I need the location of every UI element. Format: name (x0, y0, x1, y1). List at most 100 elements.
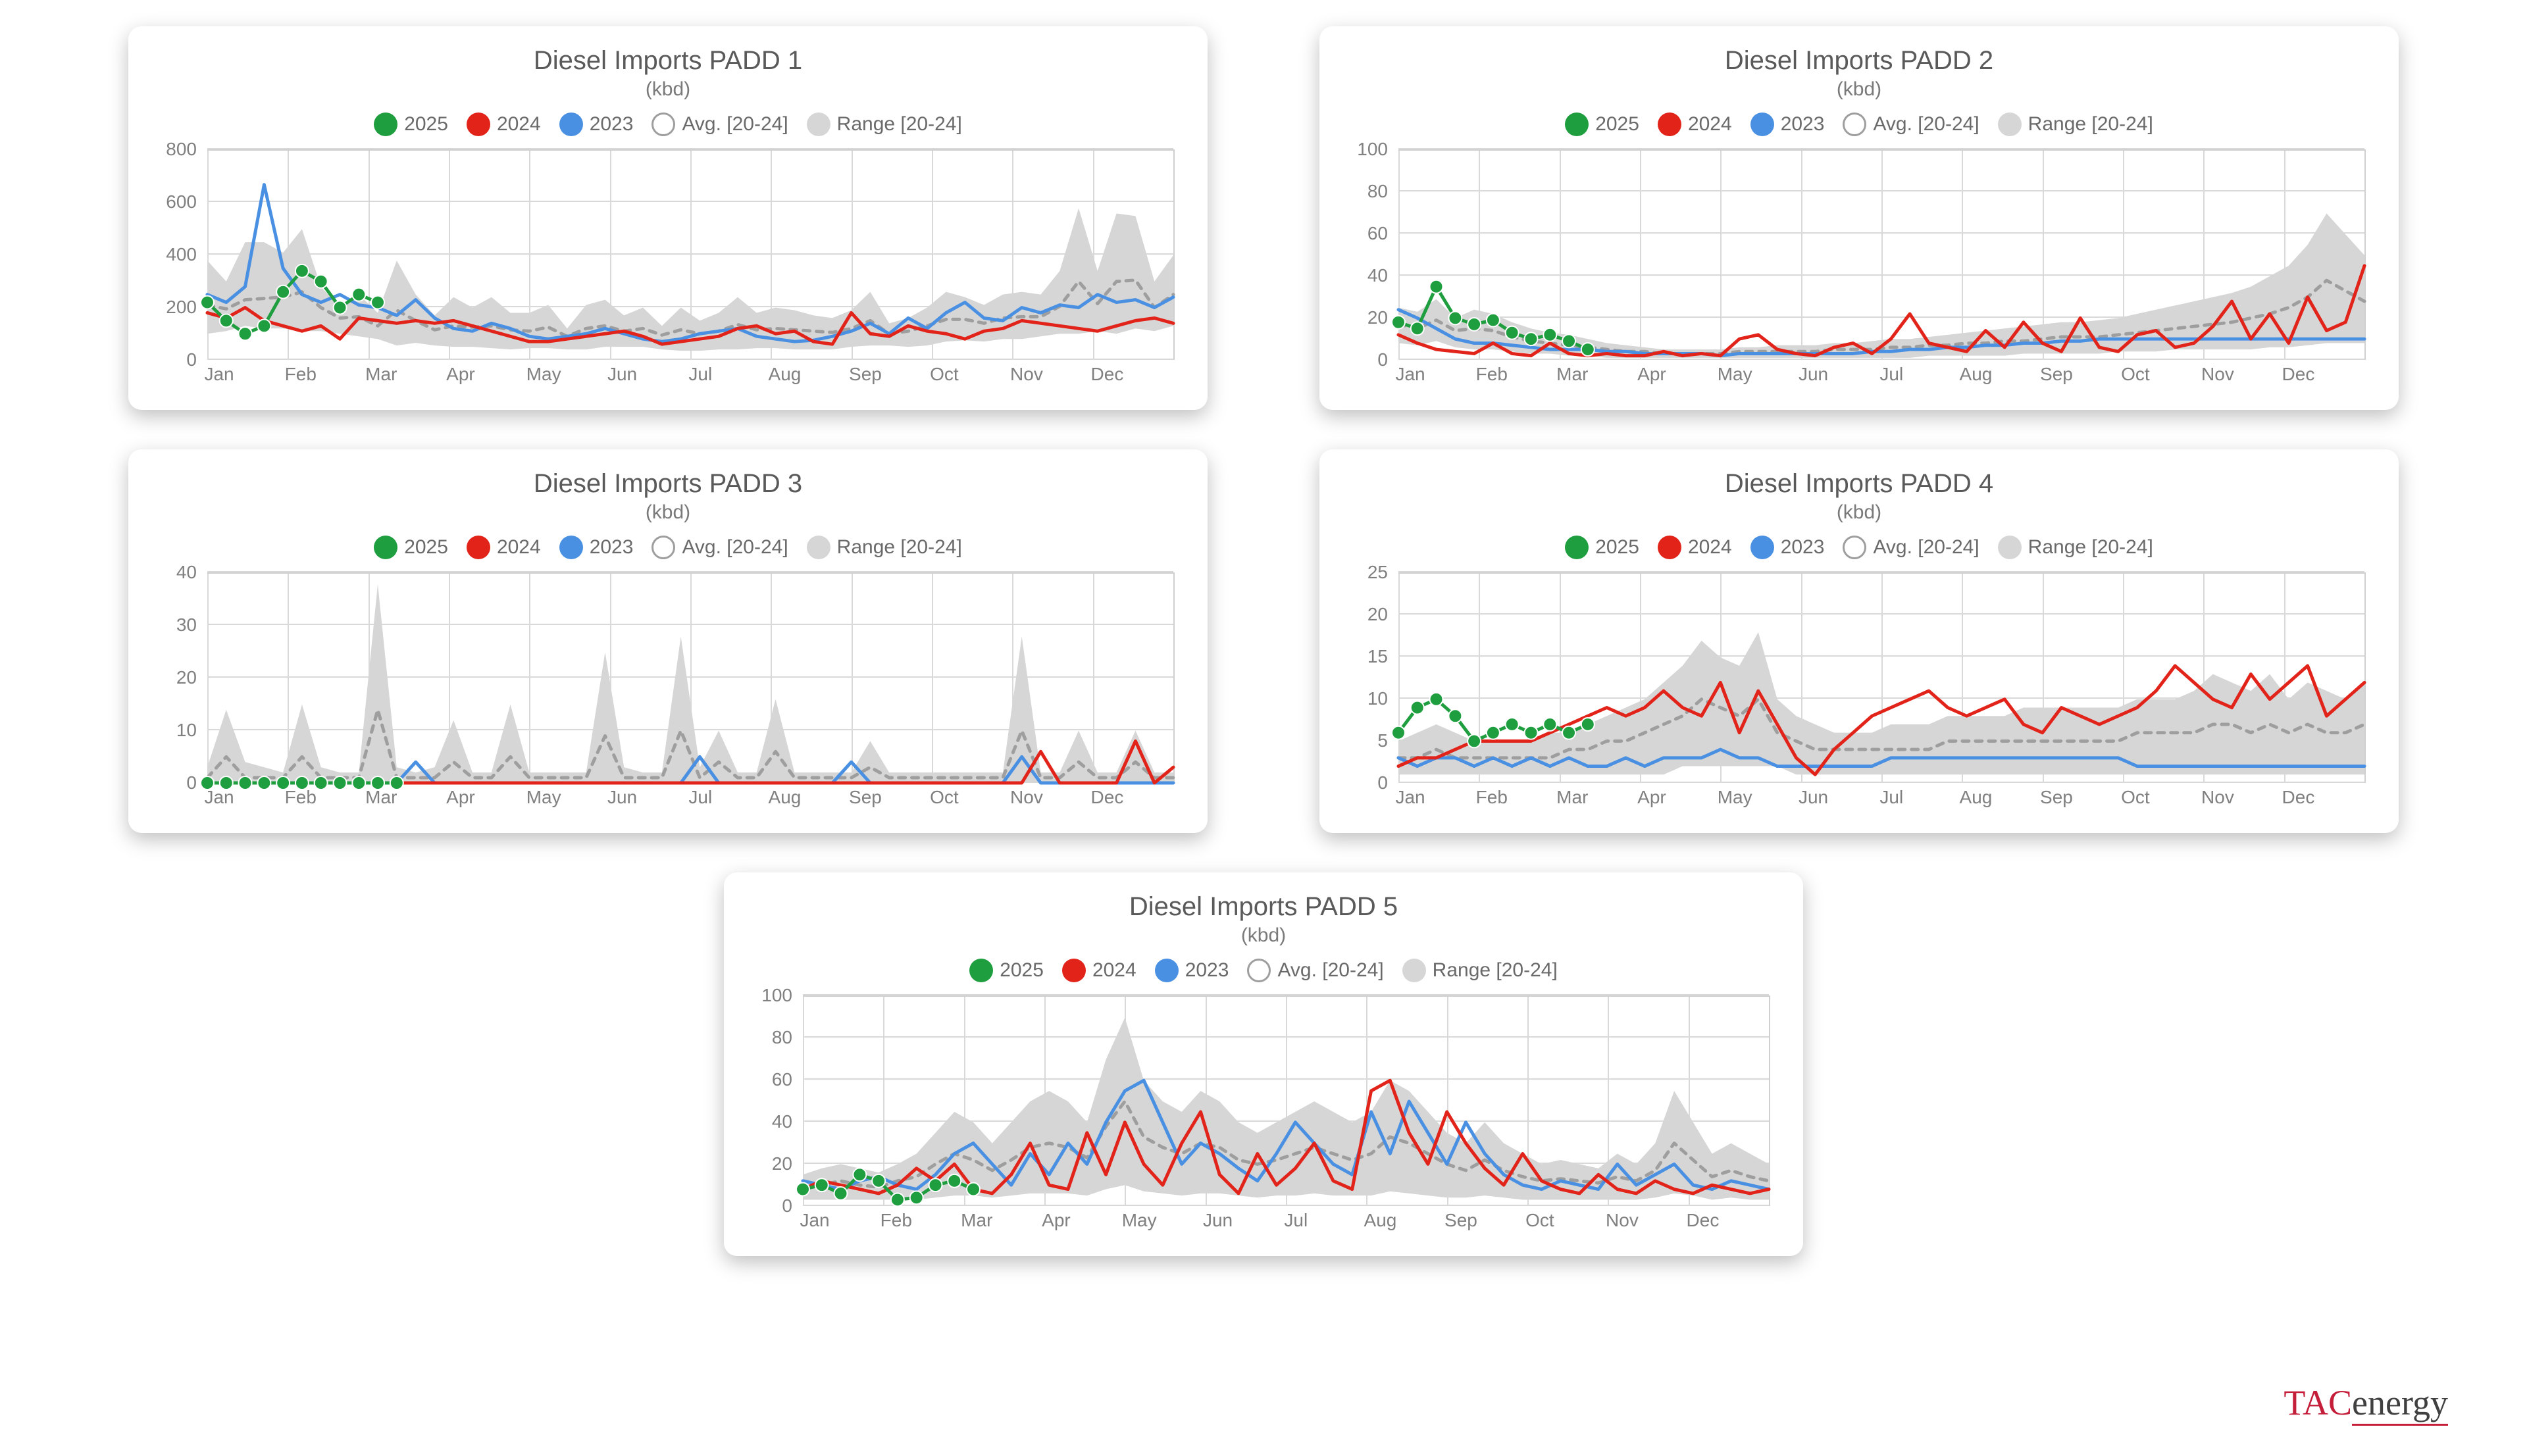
y-tick: 20 (1339, 604, 1388, 625)
legend-label: Range [20-24] (1433, 959, 1558, 982)
y-tick: 20 (744, 1153, 792, 1174)
y-tick: 0 (744, 1195, 792, 1217)
legend-label: Avg. [20-24] (1873, 536, 1979, 559)
series-marker (1487, 726, 1500, 740)
gridline-h (1398, 148, 2364, 149)
x-tick: May (1122, 1210, 1157, 1231)
x-tick: May (526, 364, 561, 385)
y-tick: 600 (148, 191, 197, 213)
x-tick: Nov (2201, 364, 2234, 385)
chart-legend: 202520242023Avg. [20-24]Range [20-24] (744, 959, 1783, 982)
x-tick: Aug (769, 364, 802, 385)
x-tick: Jul (1879, 364, 1903, 385)
x-tick: Feb (881, 1210, 912, 1231)
series-marker (929, 1178, 942, 1192)
chart-plot-area: 0200400600800 (207, 149, 1175, 360)
x-tick: Jun (1203, 1210, 1233, 1231)
legend-item-range: Range [20-24] (1402, 959, 1558, 982)
chart-card-padd1: Diesel Imports PADD 1(kbd)202520242023Av… (128, 26, 1208, 410)
chart-title: Diesel Imports PADD 5 (744, 892, 1783, 922)
legend-item-avg: Avg. [20-24] (1843, 113, 1979, 136)
y-tick: 800 (148, 139, 197, 160)
x-tick: Feb (285, 364, 317, 385)
x-axis: JanFebMarAprMayJunJulAugSepOctNovDec (1398, 787, 2366, 813)
y-axis: 010203040 (148, 574, 203, 783)
y-tick: 100 (744, 985, 792, 1006)
legend-item-y2025: 2025 (969, 959, 1044, 982)
legend-item-range: Range [20-24] (1998, 536, 2153, 559)
y-axis: 020406080100 (744, 997, 799, 1206)
chart-subtitle: (kbd) (148, 78, 1188, 101)
x-tick: Jan (800, 1210, 829, 1231)
y-axis: 0200400600800 (148, 151, 203, 360)
x-axis: JanFebMarAprMayJunJulAugSepOctNovDec (1398, 364, 2366, 390)
legend-dot-avg (1247, 959, 1271, 982)
legend-item-range: Range [20-24] (807, 536, 962, 559)
series-marker (1506, 326, 1519, 339)
series-svg (1398, 151, 2364, 360)
x-tick: Nov (1606, 1210, 1639, 1231)
chart-card-padd3: Diesel Imports PADD 3(kbd)202520242023Av… (128, 449, 1208, 833)
series-marker (834, 1187, 848, 1200)
chart-title: Diesel Imports PADD 2 (1339, 46, 2379, 76)
series-marker (1581, 718, 1595, 731)
series-marker (257, 319, 270, 332)
legend-dot-range (1402, 959, 1426, 982)
legend-item-y2023: 2023 (559, 113, 634, 136)
chart-legend: 202520242023Avg. [20-24]Range [20-24] (1339, 536, 2379, 559)
x-tick: Apr (1637, 787, 1666, 808)
x-tick: Jan (204, 787, 234, 808)
chart-legend: 202520242023Avg. [20-24]Range [20-24] (148, 113, 1188, 136)
y-tick: 0 (1339, 349, 1388, 370)
x-tick: Apr (446, 787, 475, 808)
y-tick: 80 (744, 1027, 792, 1048)
legend-dot-y2023 (559, 113, 583, 136)
x-tick: Dec (1091, 364, 1124, 385)
legend-item-y2025: 2025 (374, 113, 448, 136)
chart-plot-area: 020406080100 (803, 995, 1770, 1206)
legend-label: 2024 (497, 536, 541, 559)
legend-item-avg: Avg. [20-24] (651, 536, 788, 559)
chart-subtitle: (kbd) (1339, 78, 2379, 101)
x-tick: May (526, 787, 561, 808)
y-axis: 0510152025 (1339, 574, 1394, 783)
x-tick: Jan (1395, 364, 1425, 385)
series-marker (872, 1174, 885, 1188)
series-svg (207, 574, 1173, 783)
chart-title: Diesel Imports PADD 3 (148, 469, 1188, 499)
x-tick: May (1718, 364, 1752, 385)
x-tick: Dec (2282, 364, 2315, 385)
legend-dot-avg (1843, 536, 1866, 559)
x-tick: Oct (1525, 1210, 1554, 1231)
legend-label: Range [20-24] (837, 536, 962, 559)
legend-dot-range (1998, 536, 2022, 559)
series-marker (796, 1183, 809, 1196)
chart-plot-area: 020406080100 (1398, 149, 2366, 360)
x-axis: JanFebMarAprMayJunJulAugSepOctNovDec (207, 364, 1175, 390)
series-marker (1411, 322, 1424, 335)
x-tick: Mar (365, 787, 397, 808)
x-tick: Nov (2201, 787, 2234, 808)
legend-dot-avg (651, 113, 675, 136)
series-svg (1398, 574, 2364, 783)
legend-dot-range (1998, 113, 2022, 136)
gridline-h (1398, 571, 2364, 572)
legend-item-avg: Avg. [20-24] (1843, 536, 1979, 559)
x-tick: Jun (1799, 787, 1828, 808)
legend-label: Range [20-24] (837, 113, 962, 136)
legend-item-avg: Avg. [20-24] (651, 113, 788, 136)
series-marker (1506, 718, 1519, 731)
y-tick: 40 (1339, 265, 1388, 286)
x-tick: Jul (688, 787, 712, 808)
series-svg (207, 151, 1173, 360)
y-tick: 20 (1339, 307, 1388, 328)
legend-dot-range (807, 113, 830, 136)
series-marker (276, 286, 290, 299)
series-marker (1525, 726, 1538, 740)
x-axis: JanFebMarAprMayJunJulAugSepOctNovDec (803, 1210, 1770, 1236)
legend-label: 2025 (1595, 536, 1639, 559)
gridline-h (207, 571, 1173, 572)
legend-dot-y2024 (467, 536, 490, 559)
legend-label: 2025 (404, 113, 448, 136)
x-tick: Nov (1010, 787, 1043, 808)
